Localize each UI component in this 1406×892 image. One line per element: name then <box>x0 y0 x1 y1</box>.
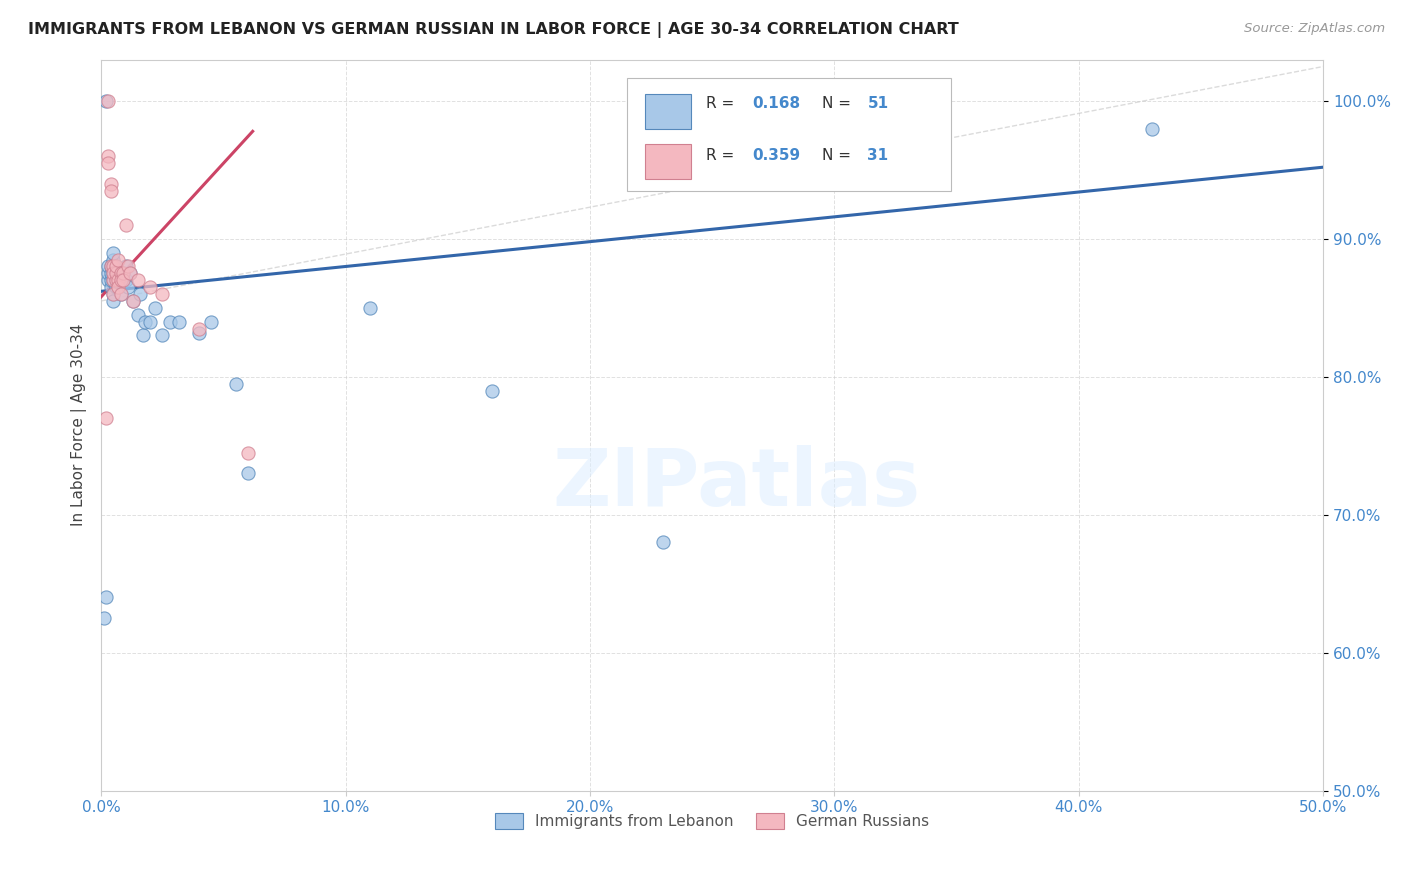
Point <box>97 149 120 163</box>
Point <box>169 315 191 329</box>
Point <box>110 266 132 280</box>
Point <box>104 266 127 280</box>
Point <box>97 273 120 287</box>
Text: 51: 51 <box>868 96 889 112</box>
Point <box>97 260 120 274</box>
Point <box>225 376 247 391</box>
Point <box>110 273 132 287</box>
Point <box>110 287 132 301</box>
Point <box>103 245 125 260</box>
Point <box>110 266 132 280</box>
Point <box>110 287 132 301</box>
Point <box>107 273 129 287</box>
Point <box>94 94 117 108</box>
Point <box>139 315 162 329</box>
Point <box>114 260 136 274</box>
Text: R =: R = <box>706 96 740 112</box>
Point <box>104 260 127 274</box>
Point <box>100 273 122 287</box>
Point <box>200 315 222 329</box>
Point <box>127 273 149 287</box>
Point <box>103 287 125 301</box>
Text: N =: N = <box>823 148 856 163</box>
Point <box>97 156 120 170</box>
Point <box>117 260 139 274</box>
Point <box>139 280 162 294</box>
Point <box>104 273 127 287</box>
Text: N =: N = <box>823 96 856 112</box>
Point <box>1140 121 1163 136</box>
Point <box>481 384 503 398</box>
Point <box>117 280 139 294</box>
Point <box>150 328 173 343</box>
Point <box>107 252 129 267</box>
Point <box>112 266 135 280</box>
Text: R =: R = <box>706 148 740 163</box>
Point <box>104 273 127 287</box>
Point <box>150 287 173 301</box>
Point <box>100 184 122 198</box>
Point <box>127 308 149 322</box>
Text: 0.168: 0.168 <box>752 96 800 112</box>
Point <box>103 266 125 280</box>
Point <box>100 177 122 191</box>
Point <box>107 273 129 287</box>
Point <box>114 273 136 287</box>
Point <box>103 266 125 280</box>
Point <box>103 287 125 301</box>
FancyBboxPatch shape <box>645 95 692 129</box>
Y-axis label: In Labor Force | Age 30-34: In Labor Force | Age 30-34 <box>72 324 87 526</box>
Legend: Immigrants from Lebanon, German Russians: Immigrants from Lebanon, German Russians <box>489 807 935 836</box>
Point <box>143 301 166 315</box>
Point <box>100 280 122 294</box>
Point <box>103 260 125 274</box>
Point <box>103 273 125 287</box>
Point <box>122 293 145 308</box>
Point <box>103 260 125 274</box>
Point <box>122 293 145 308</box>
Point <box>93 611 115 625</box>
Point <box>97 266 120 280</box>
Point <box>112 273 135 287</box>
Point <box>114 218 136 232</box>
FancyBboxPatch shape <box>645 144 692 179</box>
Point <box>159 315 181 329</box>
Point <box>104 280 127 294</box>
Point <box>110 273 132 287</box>
Point <box>107 280 129 294</box>
Point <box>112 266 135 280</box>
Point <box>112 273 135 287</box>
Point <box>94 591 117 605</box>
Point <box>187 326 209 340</box>
Text: ZIPatlas: ZIPatlas <box>553 444 921 523</box>
Point <box>120 266 142 280</box>
Point <box>100 260 122 274</box>
Point <box>187 321 209 335</box>
Point <box>107 280 129 294</box>
Point <box>359 301 381 315</box>
Text: IMMIGRANTS FROM LEBANON VS GERMAN RUSSIAN IN LABOR FORCE | AGE 30-34 CORRELATION: IMMIGRANTS FROM LEBANON VS GERMAN RUSSIA… <box>28 22 959 38</box>
Text: 31: 31 <box>868 148 889 163</box>
Point <box>120 266 142 280</box>
Point <box>100 260 122 274</box>
Point <box>652 535 675 549</box>
Point <box>107 266 129 280</box>
Point <box>131 328 153 343</box>
Point <box>104 260 127 274</box>
Point <box>104 266 127 280</box>
Point <box>129 287 152 301</box>
Point <box>94 411 117 425</box>
Point <box>134 315 156 329</box>
Point <box>103 293 125 308</box>
Point <box>97 94 120 108</box>
Point <box>236 445 259 459</box>
Point <box>103 252 125 267</box>
Text: Source: ZipAtlas.com: Source: ZipAtlas.com <box>1244 22 1385 36</box>
Point <box>103 273 125 287</box>
Point <box>100 266 122 280</box>
Text: 0.359: 0.359 <box>752 148 800 163</box>
Point <box>236 467 259 481</box>
FancyBboxPatch shape <box>627 78 950 191</box>
